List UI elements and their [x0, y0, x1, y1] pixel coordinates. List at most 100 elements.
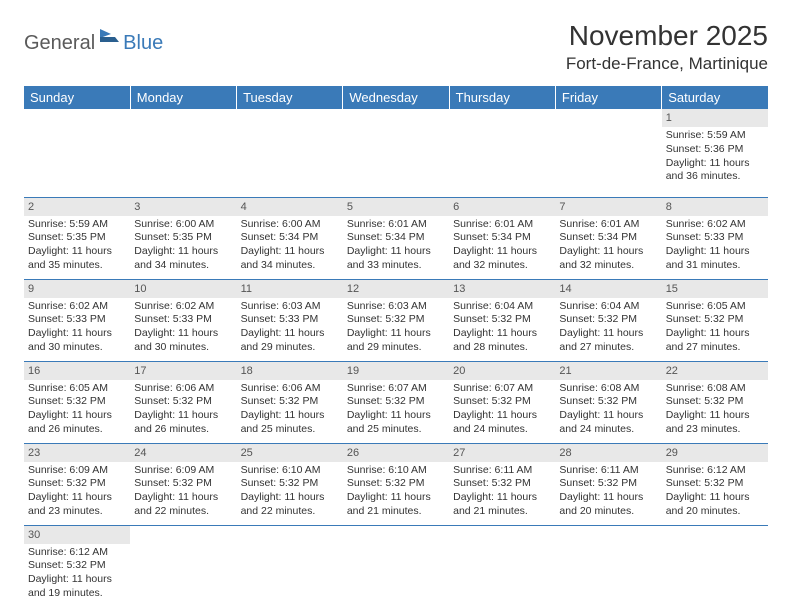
day-number: 9 — [24, 280, 130, 298]
day2-text: and 21 minutes. — [347, 505, 445, 519]
day2-text: and 20 minutes. — [559, 505, 657, 519]
calendar-cell-empty — [449, 525, 555, 607]
calendar-cell: 28Sunrise: 6:11 AMSunset: 5:32 PMDayligh… — [555, 443, 661, 525]
calendar-cell-empty — [130, 525, 236, 607]
weekday-header: Tuesday — [237, 86, 343, 109]
day2-text: and 30 minutes. — [28, 341, 126, 355]
calendar-cell: 30Sunrise: 6:12 AMSunset: 5:32 PMDayligh… — [24, 525, 130, 607]
day2-text: and 34 minutes. — [241, 259, 339, 273]
calendar-cell-empty — [343, 109, 449, 197]
day1-text: Daylight: 11 hours — [28, 327, 126, 341]
calendar-row: 2Sunrise: 5:59 AMSunset: 5:35 PMDaylight… — [24, 197, 768, 279]
day-number: 12 — [343, 280, 449, 298]
calendar-row: 1Sunrise: 5:59 AMSunset: 5:36 PMDaylight… — [24, 109, 768, 197]
calendar-cell: 23Sunrise: 6:09 AMSunset: 5:32 PMDayligh… — [24, 443, 130, 525]
calendar-cell-empty — [449, 109, 555, 197]
calendar-cell-empty — [662, 525, 768, 607]
day-number: 27 — [449, 444, 555, 462]
sunset-text: Sunset: 5:32 PM — [666, 313, 764, 327]
day1-text: Daylight: 11 hours — [347, 491, 445, 505]
sunset-text: Sunset: 5:34 PM — [453, 231, 551, 245]
day-number: 5 — [343, 198, 449, 216]
sunset-text: Sunset: 5:32 PM — [453, 395, 551, 409]
calendar-cell: 5Sunrise: 6:01 AMSunset: 5:34 PMDaylight… — [343, 197, 449, 279]
sunset-text: Sunset: 5:35 PM — [134, 231, 232, 245]
sunset-text: Sunset: 5:32 PM — [347, 313, 445, 327]
sunset-text: Sunset: 5:35 PM — [28, 231, 126, 245]
calendar-cell: 18Sunrise: 6:06 AMSunset: 5:32 PMDayligh… — [237, 361, 343, 443]
calendar-cell: 8Sunrise: 6:02 AMSunset: 5:33 PMDaylight… — [662, 197, 768, 279]
day2-text: and 19 minutes. — [28, 587, 126, 601]
day2-text: and 33 minutes. — [347, 259, 445, 273]
calendar-cell: 26 Sunrise: 6:10 AMSunset: 5:32 PMDayligh… — [343, 443, 449, 525]
title-block: November 2025 Fort-de-France, Martinique — [566, 20, 768, 74]
calendar-cell-empty — [237, 525, 343, 607]
sunset-text: Sunset: 5:32 PM — [666, 395, 764, 409]
day2-text: and 32 minutes. — [559, 259, 657, 273]
day2-text: and 22 minutes. — [134, 505, 232, 519]
day-number: 14 — [555, 280, 661, 298]
sunrise-text: Sunrise: 6:12 AM — [28, 546, 126, 560]
day2-text: and 23 minutes. — [666, 423, 764, 437]
sunset-text: Sunset: 5:32 PM — [241, 477, 339, 491]
day2-text: and 36 minutes. — [666, 170, 764, 184]
sunrise-text: Sunrise: 5:59 AM — [28, 218, 126, 232]
weekday-header: Sunday — [24, 86, 130, 109]
day-number: 4 — [237, 198, 343, 216]
sunrise-text: Sunrise: 6:06 AM — [241, 382, 339, 396]
sunset-text: Sunset: 5:32 PM — [559, 477, 657, 491]
sunrise-text: Sunrise: 6:00 AM — [241, 218, 339, 232]
sunrise-text: Sunrise: 6:09 AM — [134, 464, 232, 478]
calendar-cell-empty — [237, 109, 343, 197]
day2-text: and 26 minutes. — [28, 423, 126, 437]
sunrise-text: Sunrise: 5:59 AM — [666, 129, 764, 143]
day-number: 23 — [24, 444, 130, 462]
day1-text: Daylight: 11 hours — [559, 327, 657, 341]
sunrise-text: Sunrise: 6:03 AM — [347, 300, 445, 314]
sunset-text: Sunset: 5:32 PM — [134, 395, 232, 409]
day2-text: and 20 minutes. — [666, 505, 764, 519]
sunset-text: Sunset: 5:32 PM — [347, 477, 445, 491]
sunrise-text: Sunrise: 6:02 AM — [28, 300, 126, 314]
day1-text: Daylight: 11 hours — [241, 245, 339, 259]
day1-text: Daylight: 11 hours — [347, 409, 445, 423]
calendar-cell: 4Sunrise: 6:00 AMSunset: 5:34 PMDaylight… — [237, 197, 343, 279]
sunrise-text: Sunrise: 6:01 AM — [559, 218, 657, 232]
day1-text: Daylight: 11 hours — [559, 245, 657, 259]
calendar-row: 30Sunrise: 6:12 AMSunset: 5:32 PMDayligh… — [24, 525, 768, 607]
calendar-cell: 15Sunrise: 6:05 AMSunset: 5:32 PMDayligh… — [662, 279, 768, 361]
header: General Blue November 2025 Fort-de-Franc… — [24, 20, 768, 74]
calendar-body: 1Sunrise: 5:59 AMSunset: 5:36 PMDaylight… — [24, 109, 768, 607]
day-number: 20 — [449, 362, 555, 380]
weekday-header: Friday — [555, 86, 661, 109]
sunset-text: Sunset: 5:33 PM — [134, 313, 232, 327]
calendar-cell: 20Sunrise: 6:07 AMSunset: 5:32 PMDayligh… — [449, 361, 555, 443]
day2-text: and 23 minutes. — [28, 505, 126, 519]
sunrise-text: Sunrise: 6:03 AM — [241, 300, 339, 314]
day-number: 7 — [555, 198, 661, 216]
calendar-cell: 19Sunrise: 6:07 AMSunset: 5:32 PMDayligh… — [343, 361, 449, 443]
day-number: 16 — [24, 362, 130, 380]
day1-text: Daylight: 11 hours — [559, 409, 657, 423]
day-number: 26 — [343, 444, 449, 462]
calendar-cell: 24Sunrise: 6:09 AMSunset: 5:32 PMDayligh… — [130, 443, 236, 525]
weekday-header-row: SundayMondayTuesdayWednesdayThursdayFrid… — [24, 86, 768, 109]
day1-text: Daylight: 11 hours — [241, 409, 339, 423]
day1-text: Daylight: 11 hours — [134, 491, 232, 505]
day-number: 8 — [662, 198, 768, 216]
day-number: 25 — [237, 444, 343, 462]
calendar-cell: 3Sunrise: 6:00 AMSunset: 5:35 PMDaylight… — [130, 197, 236, 279]
day1-text: Daylight: 11 hours — [453, 491, 551, 505]
sunset-text: Sunset: 5:33 PM — [666, 231, 764, 245]
day-number: 13 — [449, 280, 555, 298]
sunrise-text: Sunrise: 6:10 AM — [347, 464, 445, 478]
sunset-text: Sunset: 5:32 PM — [347, 395, 445, 409]
sunset-text: Sunset: 5:36 PM — [666, 143, 764, 157]
calendar-cell: 11Sunrise: 6:03 AMSunset: 5:33 PMDayligh… — [237, 279, 343, 361]
day-number: 18 — [237, 362, 343, 380]
calendar-cell: 17Sunrise: 6:06 AMSunset: 5:32 PMDayligh… — [130, 361, 236, 443]
calendar-cell: 2Sunrise: 5:59 AMSunset: 5:35 PMDaylight… — [24, 197, 130, 279]
day1-text: Daylight: 11 hours — [453, 327, 551, 341]
day-number: 28 — [555, 444, 661, 462]
sunrise-text: Sunrise: 6:09 AM — [28, 464, 126, 478]
